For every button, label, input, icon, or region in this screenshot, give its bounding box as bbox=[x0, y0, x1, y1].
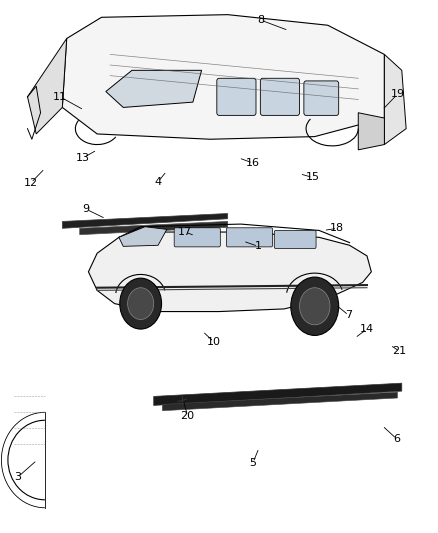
Circle shape bbox=[291, 277, 339, 335]
Circle shape bbox=[127, 288, 154, 319]
Text: 7: 7 bbox=[345, 310, 352, 320]
Text: 21: 21 bbox=[392, 346, 406, 357]
Text: 1: 1 bbox=[254, 241, 261, 252]
Text: 16: 16 bbox=[246, 158, 260, 168]
Polygon shape bbox=[80, 221, 228, 235]
Text: 12: 12 bbox=[24, 177, 38, 188]
Polygon shape bbox=[162, 392, 397, 411]
Text: 13: 13 bbox=[76, 153, 90, 163]
Circle shape bbox=[120, 278, 162, 329]
Text: 8: 8 bbox=[257, 15, 264, 25]
FancyBboxPatch shape bbox=[304, 81, 339, 115]
FancyBboxPatch shape bbox=[274, 230, 316, 248]
Text: 10: 10 bbox=[207, 337, 221, 347]
Polygon shape bbox=[358, 113, 385, 150]
Text: 20: 20 bbox=[180, 411, 195, 421]
Polygon shape bbox=[154, 383, 402, 406]
FancyBboxPatch shape bbox=[174, 228, 220, 247]
Text: 9: 9 bbox=[83, 204, 90, 214]
Text: 18: 18 bbox=[330, 223, 344, 233]
FancyBboxPatch shape bbox=[260, 78, 300, 115]
Text: 11: 11 bbox=[53, 92, 67, 102]
Text: 17: 17 bbox=[178, 227, 192, 237]
Circle shape bbox=[300, 288, 330, 325]
Polygon shape bbox=[62, 14, 385, 139]
Polygon shape bbox=[385, 54, 406, 144]
FancyBboxPatch shape bbox=[226, 228, 272, 247]
Polygon shape bbox=[106, 70, 201, 108]
Polygon shape bbox=[62, 214, 228, 228]
Text: 5: 5 bbox=[250, 458, 256, 467]
Text: 6: 6 bbox=[393, 434, 400, 444]
Text: 14: 14 bbox=[360, 324, 374, 334]
Text: 15: 15 bbox=[306, 172, 320, 182]
Text: 4: 4 bbox=[155, 176, 162, 187]
FancyBboxPatch shape bbox=[217, 78, 256, 115]
Polygon shape bbox=[28, 38, 67, 134]
Polygon shape bbox=[119, 227, 167, 246]
Text: 3: 3 bbox=[14, 472, 21, 482]
Text: 19: 19 bbox=[390, 89, 405, 99]
Polygon shape bbox=[88, 232, 371, 312]
